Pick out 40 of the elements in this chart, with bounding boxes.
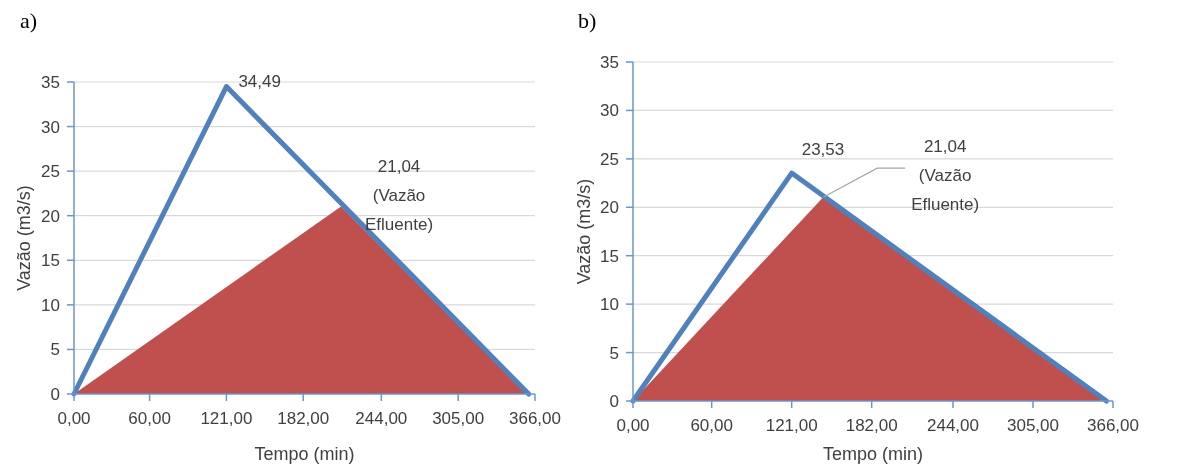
y-axis-title: Vazão (m3/s) xyxy=(574,178,594,285)
y-tick-label: 5 xyxy=(609,343,619,363)
annotation: 23,53 xyxy=(801,140,845,160)
x-tick-label: 0,00 xyxy=(616,416,650,435)
y-tick-label: 35 xyxy=(600,52,619,72)
y-tick-label: 35 xyxy=(41,72,60,92)
y-tick-label: 0 xyxy=(50,384,60,404)
x-tick-label: 0,00 xyxy=(57,409,91,428)
y-tick-label: 5 xyxy=(50,340,60,360)
x-tick-label: 366,00 xyxy=(509,409,561,428)
y-tick-label: 25 xyxy=(41,162,60,182)
x-tick-label: 121,00 xyxy=(200,409,253,428)
x-tick-label: 121,00 xyxy=(765,416,818,435)
chart-title: b) xyxy=(578,8,597,33)
x-tick-label: 305,00 xyxy=(1007,416,1059,435)
x-tick-label: 182,00 xyxy=(277,409,330,428)
x-tick-label: 244,00 xyxy=(355,409,408,428)
y-tick-label: 15 xyxy=(600,246,619,266)
y-tick-label: 25 xyxy=(600,149,619,169)
x-tick-label: 60,00 xyxy=(690,416,733,435)
annotation: 21,04 (Vazão Efluente) xyxy=(911,137,980,215)
y-tick-label: 10 xyxy=(600,295,619,315)
y-tick-label: 10 xyxy=(41,295,60,315)
x-tick-label: 366,00 xyxy=(1087,416,1139,435)
x-tick-label: 305,00 xyxy=(432,409,485,428)
x-axis-title: Tempo (min) xyxy=(822,444,924,464)
annotation: 21,04 (Vazão Efluente) xyxy=(365,157,434,235)
y-axis-title: Vazão (m3/s) xyxy=(14,185,34,291)
y-tick-label: 30 xyxy=(41,117,60,137)
y-tick-label: 30 xyxy=(600,101,619,121)
chart-title: a) xyxy=(20,8,38,33)
x-tick-label: 182,00 xyxy=(845,416,898,435)
annotation: 34,49 xyxy=(238,71,281,91)
x-tick-label: 60,00 xyxy=(128,409,171,428)
x-tick-label: 244,00 xyxy=(927,416,979,435)
x-axis-title: Tempo (min) xyxy=(254,444,355,464)
y-tick-label: 0 xyxy=(609,391,619,411)
y-tick-label: 20 xyxy=(600,198,619,218)
y-tick-label: 15 xyxy=(41,251,60,271)
y-tick-label: 20 xyxy=(41,206,60,226)
